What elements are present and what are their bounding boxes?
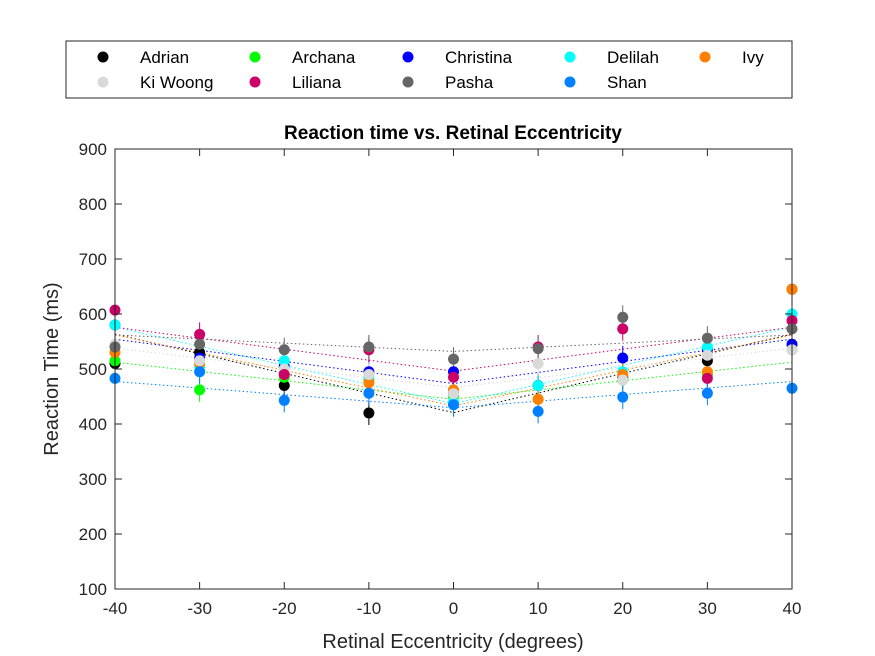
legend-label: Archana — [292, 48, 356, 67]
data-point — [194, 355, 206, 367]
data-point — [363, 387, 375, 399]
data-point — [532, 358, 544, 369]
data-point — [617, 352, 629, 364]
data-point — [532, 343, 544, 355]
legend-marker — [97, 51, 109, 63]
data-point — [617, 323, 629, 335]
y-tick-label: 700 — [79, 250, 107, 269]
data-point — [617, 374, 629, 386]
x-tick-label: 10 — [529, 599, 548, 618]
x-tick-label: 40 — [783, 599, 802, 618]
legend-label: Delilah — [607, 48, 659, 67]
data-point — [194, 338, 206, 350]
data-point — [448, 371, 459, 383]
data-point — [701, 341, 713, 353]
x-tick-label: 0 — [449, 599, 458, 618]
data-point — [701, 387, 713, 399]
legend-marker — [402, 76, 414, 88]
axes: -40 -30 -20 -10 0 10 20 30 40 100 200 300 400 500 600… — [79, 140, 802, 618]
legend-label: Liliana — [292, 73, 342, 92]
y-tick-label: 900 — [79, 140, 107, 159]
data-point — [194, 366, 206, 378]
legend: Adrian Archana Christina Delilah Ivy Ki Woong… — [65, 40, 793, 99]
data-point — [194, 384, 206, 396]
legend-marker — [564, 51, 576, 63]
legend-label: Shan — [607, 73, 647, 92]
legend-box — [65, 40, 793, 99]
legend-label: Adrian — [140, 48, 189, 67]
data-point — [617, 391, 629, 403]
legend-marker — [249, 51, 261, 63]
x-tick-label: -20 — [272, 599, 297, 618]
legend-label: Pasha — [445, 73, 494, 92]
legend-marker — [249, 76, 261, 88]
legend-label: Ivy — [742, 48, 764, 67]
y-tick-label: 200 — [79, 525, 107, 544]
y-tick-label: 400 — [79, 415, 107, 434]
x-tick-label: -40 — [103, 599, 128, 618]
legend-marker — [564, 76, 576, 88]
data-point — [363, 377, 375, 389]
legend-label: Christina — [445, 48, 513, 67]
data-point — [701, 372, 713, 384]
data-point — [448, 388, 459, 400]
data-point — [448, 353, 459, 365]
data-point — [194, 328, 206, 340]
y-tick-label: 600 — [79, 305, 107, 324]
data-point — [617, 311, 629, 323]
legend-marker — [97, 76, 109, 88]
series-trend-line — [114, 334, 793, 352]
data-point — [363, 341, 375, 353]
data-point — [278, 380, 290, 391]
data-point — [532, 405, 544, 417]
x-tick-label: -30 — [187, 599, 212, 618]
x-tick-label: 20 — [613, 599, 632, 618]
series-trend-line — [114, 334, 793, 407]
data-point — [532, 380, 544, 391]
data-point — [278, 344, 290, 356]
x-axis-label: Retinal Eccentricity (degrees) — [322, 631, 583, 653]
x-tick-label: 30 — [698, 599, 717, 618]
data-point — [532, 393, 544, 405]
data-point — [701, 332, 713, 344]
y-tick-label: 300 — [79, 470, 107, 489]
data-point — [278, 369, 290, 380]
data-point — [278, 394, 290, 406]
data-point — [363, 369, 375, 380]
y-tick-label: 800 — [79, 195, 107, 214]
y-tick-label: 100 — [79, 580, 107, 599]
legend-marker — [402, 51, 414, 63]
x-tick-label: -10 — [357, 599, 382, 618]
series-trend-line — [114, 380, 793, 409]
data-point — [363, 407, 375, 419]
data-point — [701, 349, 713, 361]
data-point — [278, 355, 290, 367]
y-axis-label: Reaction Time (ms) — [41, 282, 63, 455]
chart-title: Reaction time vs. Retinal Eccentricity — [284, 123, 622, 144]
legend-label: Ki Woong — [140, 73, 213, 92]
legend-marker — [699, 51, 711, 63]
data-point — [448, 399, 459, 411]
y-tick-label: 500 — [79, 360, 107, 379]
